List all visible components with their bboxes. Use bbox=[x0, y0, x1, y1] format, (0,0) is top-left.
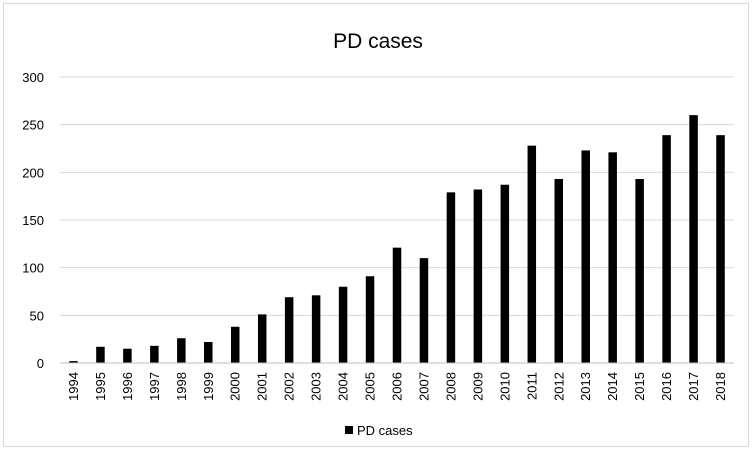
bar-2017 bbox=[689, 115, 698, 363]
x-tick-label: 2009 bbox=[470, 372, 485, 401]
bar-2018 bbox=[716, 135, 725, 363]
x-tick-label: 2016 bbox=[659, 372, 674, 401]
gridlines bbox=[60, 76, 734, 316]
bar-2002 bbox=[284, 297, 294, 363]
bar-2008 bbox=[446, 192, 456, 363]
y-tick-label: 50 bbox=[30, 308, 44, 323]
bar-1999 bbox=[204, 342, 213, 363]
bar-2011 bbox=[527, 145, 537, 363]
bar-2015 bbox=[635, 179, 644, 363]
x-tick-label: 1995 bbox=[93, 372, 108, 401]
bar-2016 bbox=[662, 135, 671, 363]
bar-2006 bbox=[392, 247, 402, 363]
bar-2009 bbox=[473, 189, 483, 363]
x-tick-label: 1996 bbox=[120, 372, 135, 401]
bar-2005 bbox=[365, 276, 375, 363]
x-tick-label: 2014 bbox=[605, 372, 620, 401]
bar-1997 bbox=[150, 345, 159, 363]
x-tick-label: 1999 bbox=[201, 372, 216, 401]
bar-1998 bbox=[177, 338, 186, 363]
x-tick-label: 2007 bbox=[416, 372, 431, 401]
x-tick-label: 2001 bbox=[255, 372, 270, 401]
bar-2012 bbox=[554, 179, 564, 363]
bar-1996 bbox=[123, 348, 132, 363]
x-tick-label: 1998 bbox=[174, 372, 189, 401]
x-tick-label: 2011 bbox=[524, 372, 539, 400]
bar-2003 bbox=[311, 295, 321, 363]
x-tick-label: 2004 bbox=[336, 372, 351, 401]
chart-title: PD cases bbox=[333, 30, 423, 53]
y-tick-label: 250 bbox=[22, 118, 44, 133]
x-tick-label: 2013 bbox=[578, 372, 593, 401]
x-tick-label: 2008 bbox=[443, 372, 458, 401]
bar-2007 bbox=[419, 258, 429, 363]
x-axis-ticks: 1994 1995 1996 1997 1998 1999 2000 2001 2002 2003… bbox=[66, 372, 728, 401]
y-tick-label: 200 bbox=[22, 165, 44, 180]
bar-1994 bbox=[69, 361, 78, 363]
y-tick-label: 100 bbox=[22, 261, 44, 276]
bar-1995 bbox=[96, 346, 105, 363]
bar-2014 bbox=[608, 152, 617, 363]
x-tick-label: 2018 bbox=[713, 372, 728, 401]
x-tick-label: 2015 bbox=[632, 372, 647, 401]
y-tick-label: 0 bbox=[37, 356, 44, 371]
x-tick-label: 2005 bbox=[363, 372, 378, 401]
x-tick-label: 1994 bbox=[66, 372, 81, 401]
y-tick-label: 300 bbox=[22, 70, 44, 85]
bar-2013 bbox=[581, 150, 590, 363]
x-tick-label: 2006 bbox=[390, 372, 405, 401]
bar-2001 bbox=[257, 314, 267, 363]
bar-2004 bbox=[338, 286, 348, 363]
chart-frame: PD cases 0 50 100 150 200 250 300 1994 1995 1996… bbox=[3, 3, 749, 447]
x-tick-label: 2000 bbox=[228, 372, 243, 401]
legend-label: PD cases bbox=[357, 423, 413, 438]
bar-chart: PD cases 0 50 100 150 200 250 300 1994 1995 1996… bbox=[22, 30, 734, 438]
x-tick-label: 2002 bbox=[282, 372, 297, 401]
y-tick-label: 150 bbox=[22, 213, 44, 228]
x-tick-label: 1997 bbox=[147, 372, 162, 401]
x-tick-label: 2012 bbox=[551, 372, 566, 401]
y-axis-ticks: 0 50 100 150 200 250 300 bbox=[22, 70, 44, 371]
legend: PD cases bbox=[345, 423, 413, 438]
x-tick-label: 2003 bbox=[309, 372, 324, 401]
bar-2000 bbox=[230, 326, 240, 363]
bar-2010 bbox=[500, 184, 510, 363]
legend-swatch bbox=[345, 426, 353, 434]
x-tick-label: 2010 bbox=[497, 372, 512, 401]
x-tick-label: 2017 bbox=[686, 372, 701, 401]
bars bbox=[69, 115, 725, 363]
